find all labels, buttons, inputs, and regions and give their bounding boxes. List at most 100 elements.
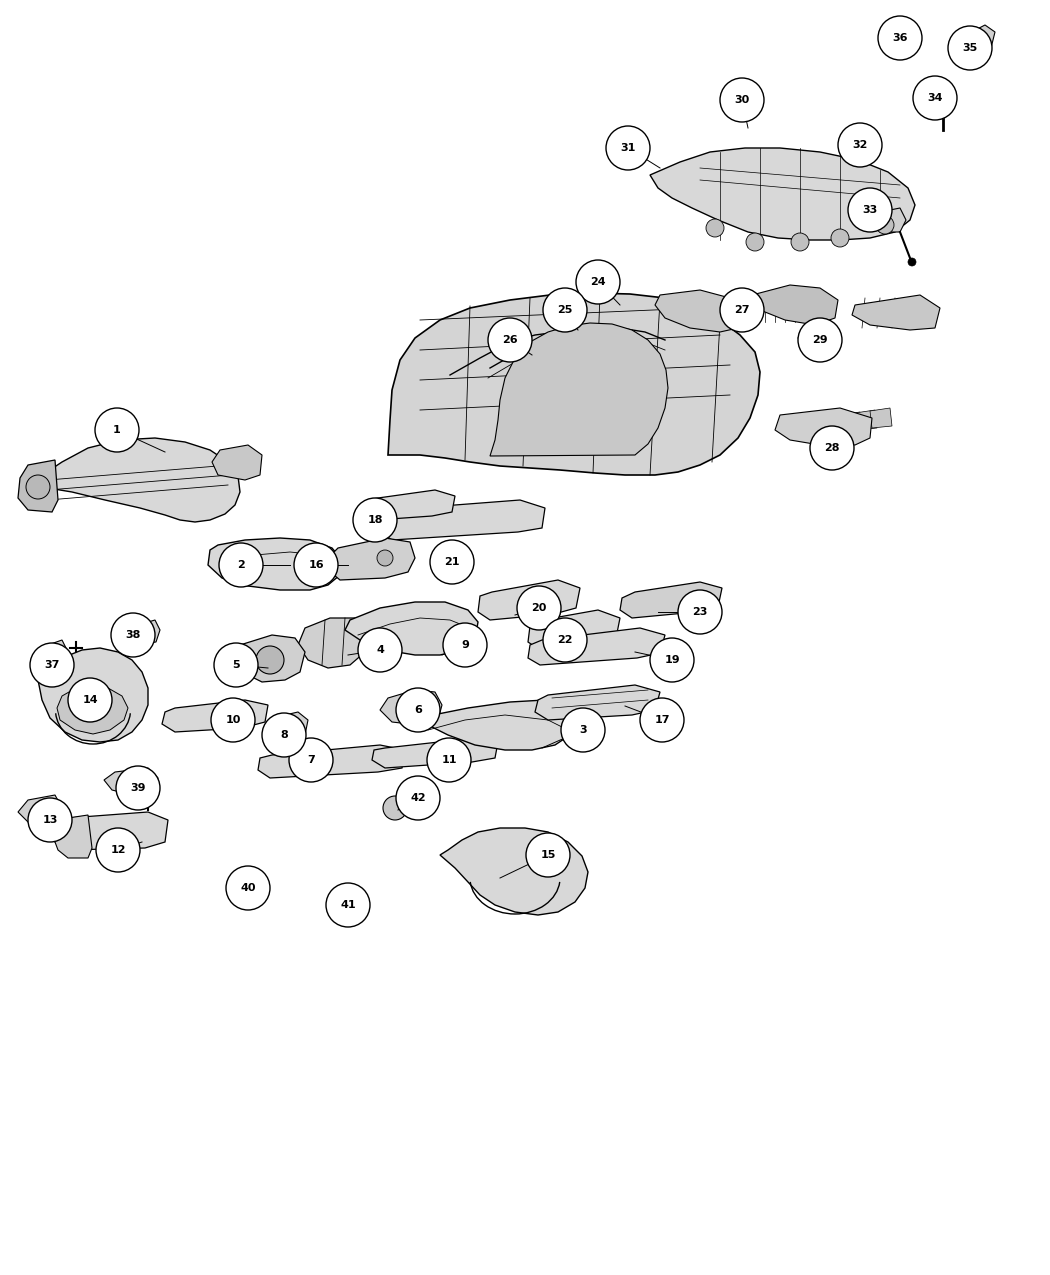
Circle shape bbox=[262, 713, 306, 757]
Polygon shape bbox=[855, 411, 877, 430]
Polygon shape bbox=[620, 581, 722, 618]
Text: 39: 39 bbox=[130, 783, 146, 793]
Circle shape bbox=[443, 623, 487, 667]
Circle shape bbox=[561, 708, 605, 752]
Text: 36: 36 bbox=[892, 33, 908, 43]
Text: 24: 24 bbox=[590, 277, 606, 287]
Polygon shape bbox=[55, 815, 92, 858]
Text: 25: 25 bbox=[558, 305, 572, 315]
Circle shape bbox=[377, 550, 393, 566]
Circle shape bbox=[517, 586, 561, 630]
Text: 22: 22 bbox=[558, 635, 572, 645]
Polygon shape bbox=[18, 796, 62, 822]
Text: 17: 17 bbox=[654, 715, 670, 725]
Text: 23: 23 bbox=[692, 607, 708, 617]
Polygon shape bbox=[162, 700, 268, 732]
Circle shape bbox=[838, 122, 882, 167]
Circle shape bbox=[94, 408, 139, 453]
Circle shape bbox=[26, 476, 50, 499]
Circle shape bbox=[96, 827, 140, 872]
Text: 3: 3 bbox=[580, 725, 587, 734]
Circle shape bbox=[358, 629, 402, 672]
Text: 13: 13 bbox=[42, 815, 58, 825]
Text: 8: 8 bbox=[280, 731, 288, 739]
Polygon shape bbox=[478, 580, 580, 620]
Text: 28: 28 bbox=[824, 442, 840, 453]
Circle shape bbox=[848, 187, 892, 232]
Polygon shape bbox=[36, 439, 240, 521]
Polygon shape bbox=[440, 827, 588, 915]
Polygon shape bbox=[365, 490, 455, 520]
Polygon shape bbox=[872, 208, 906, 232]
Circle shape bbox=[256, 646, 284, 674]
Polygon shape bbox=[345, 602, 478, 655]
Polygon shape bbox=[18, 460, 58, 513]
Text: 6: 6 bbox=[414, 705, 422, 715]
Circle shape bbox=[791, 233, 808, 251]
Circle shape bbox=[116, 766, 160, 810]
Circle shape bbox=[396, 688, 440, 732]
Circle shape bbox=[720, 288, 764, 332]
Polygon shape bbox=[388, 293, 760, 476]
Text: 2: 2 bbox=[237, 560, 245, 570]
Polygon shape bbox=[328, 538, 415, 580]
Polygon shape bbox=[748, 286, 838, 325]
Polygon shape bbox=[650, 148, 915, 240]
Text: 32: 32 bbox=[853, 140, 867, 150]
Circle shape bbox=[326, 884, 370, 927]
Polygon shape bbox=[378, 500, 545, 541]
Circle shape bbox=[831, 230, 849, 247]
Polygon shape bbox=[536, 685, 660, 720]
Polygon shape bbox=[212, 445, 262, 479]
Text: 18: 18 bbox=[368, 515, 383, 525]
Polygon shape bbox=[528, 609, 620, 650]
Polygon shape bbox=[380, 690, 442, 725]
Circle shape bbox=[353, 499, 397, 542]
Circle shape bbox=[948, 26, 992, 70]
Circle shape bbox=[606, 126, 650, 170]
Text: 27: 27 bbox=[734, 305, 750, 315]
Circle shape bbox=[430, 541, 474, 584]
Text: 31: 31 bbox=[621, 143, 635, 153]
Circle shape bbox=[810, 426, 854, 470]
Polygon shape bbox=[132, 620, 160, 644]
Text: 16: 16 bbox=[309, 560, 323, 570]
Polygon shape bbox=[886, 28, 920, 50]
Polygon shape bbox=[775, 408, 872, 445]
Polygon shape bbox=[840, 412, 862, 432]
Polygon shape bbox=[956, 26, 995, 55]
Text: 38: 38 bbox=[125, 630, 141, 640]
Text: 30: 30 bbox=[734, 96, 750, 105]
Text: 34: 34 bbox=[927, 93, 943, 103]
Circle shape bbox=[289, 738, 333, 782]
Text: 21: 21 bbox=[444, 557, 460, 567]
Text: 40: 40 bbox=[240, 884, 256, 892]
Circle shape bbox=[211, 697, 255, 742]
Text: 20: 20 bbox=[531, 603, 547, 613]
Polygon shape bbox=[258, 745, 405, 778]
Circle shape bbox=[396, 776, 440, 820]
Circle shape bbox=[346, 908, 354, 915]
Polygon shape bbox=[298, 618, 368, 668]
Text: 11: 11 bbox=[441, 755, 457, 765]
Text: 15: 15 bbox=[541, 850, 555, 861]
Circle shape bbox=[68, 678, 112, 722]
Circle shape bbox=[294, 543, 338, 586]
Polygon shape bbox=[655, 289, 742, 332]
Circle shape bbox=[383, 796, 407, 820]
Circle shape bbox=[28, 798, 72, 842]
Text: 14: 14 bbox=[82, 695, 98, 705]
Polygon shape bbox=[490, 323, 668, 456]
Circle shape bbox=[214, 643, 258, 687]
Circle shape bbox=[488, 317, 532, 362]
Circle shape bbox=[526, 833, 570, 877]
Circle shape bbox=[706, 219, 724, 237]
Circle shape bbox=[543, 618, 587, 662]
Text: 35: 35 bbox=[963, 43, 978, 54]
Polygon shape bbox=[40, 640, 68, 668]
Polygon shape bbox=[870, 408, 892, 428]
Text: 42: 42 bbox=[411, 793, 426, 803]
Circle shape bbox=[914, 76, 957, 120]
Polygon shape bbox=[268, 711, 308, 738]
Circle shape bbox=[650, 638, 694, 682]
